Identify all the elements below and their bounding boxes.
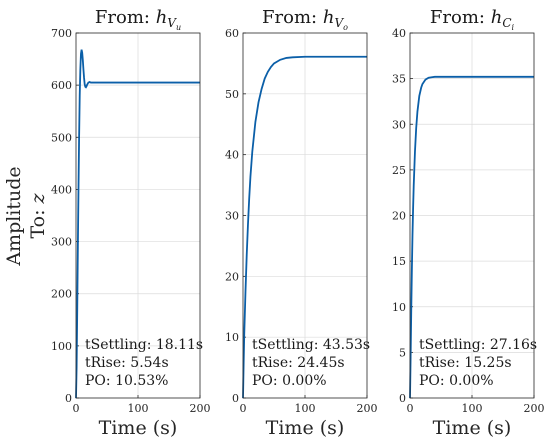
step-response-line — [409, 75, 534, 399]
annotation-text: PO: 10.53% — [85, 373, 168, 389]
x-tick-label: 0 — [407, 402, 414, 415]
y-tick-label: 20 — [392, 210, 406, 223]
subplot-from-hci: 0 5 10 15 20 25 30 35 40 0 100 200 From: hCi Time (s)… — [392, 7, 545, 439]
y-tick-label: 0 — [232, 392, 239, 405]
subplot-title-variable: h — [323, 7, 335, 28]
y-tick-label: 0 — [65, 392, 72, 405]
x-tick-label: 100 — [462, 402, 483, 415]
y-tick-label: 40 — [225, 149, 239, 162]
subplot-title: From: hVo — [262, 7, 348, 32]
y-tick-label: 100 — [51, 340, 72, 353]
y-tick-label: 30 — [392, 118, 406, 131]
subplot-title-subscript: V — [167, 16, 177, 30]
subplot-title: From: hCi — [430, 7, 515, 32]
annotation-text: tRise: 24.45s — [252, 355, 345, 371]
subplot-title-subscript: C — [502, 16, 511, 30]
y-tick-label: 300 — [51, 236, 72, 249]
y-tick-label: 60 — [225, 27, 239, 40]
y-tick-label: 0 — [399, 392, 406, 405]
subplot-title-prefix: From: — [95, 7, 156, 28]
annotation-text: tSettling: 27.16s — [419, 337, 537, 353]
y-axis-label: Amplitude To: z — [3, 166, 49, 266]
y-axis-label-output-prefix: To: — [27, 203, 49, 238]
y-tick-label: 35 — [392, 73, 406, 86]
y-tick-label: 200 — [51, 288, 72, 301]
subplot-title-subscript: V — [334, 16, 344, 30]
y-tick-label: 5 — [399, 346, 406, 359]
x-axis-label: Time (s) — [433, 417, 512, 439]
axes-frame — [242, 32, 368, 399]
y-tick-label: 40 — [392, 27, 406, 40]
annotation-text: PO: 0.00% — [419, 373, 494, 389]
annotation-text: tSettling: 18.11s — [85, 337, 203, 353]
x-tick-label: 200 — [357, 402, 378, 415]
subplot-title-prefix: From: — [262, 7, 323, 28]
y-tick-label: 400 — [51, 183, 72, 196]
annotation-text: tRise: 5.54s — [85, 355, 169, 371]
subplot-title: From: hVu — [95, 7, 181, 32]
subplot-from-hvu: 0 100 200 300 400 500 600 700 0 100 200 From: hVu Ti… — [51, 7, 211, 439]
y-axis-label-output-variable: z — [27, 192, 49, 204]
x-tick-label: 100 — [295, 402, 316, 415]
subplot-title-variable: h — [156, 7, 168, 28]
annotation-text: tSettling: 43.53s — [252, 337, 370, 353]
y-tick-label: 30 — [225, 210, 239, 223]
x-tick-label: 0 — [240, 402, 247, 415]
x-tick-label: 100 — [128, 402, 149, 415]
step-response-line — [75, 49, 200, 399]
annotation-text: PO: 0.00% — [252, 373, 327, 389]
subplot-title-prefix: From: — [430, 7, 491, 28]
y-tick-label: 25 — [392, 164, 406, 177]
y-axis-label-amplitude: Amplitude — [3, 166, 25, 266]
y-tick-label: 500 — [51, 131, 72, 144]
subplot-title-subsubscript: u — [176, 23, 181, 32]
y-tick-label: 20 — [225, 270, 239, 283]
x-tick-label: 200 — [524, 402, 545, 415]
y-tick-label: 50 — [225, 88, 239, 101]
subplot-from-hvo: 0 10 20 30 40 50 60 0 100 200 From: hVo Time (s) tSe… — [225, 7, 378, 439]
x-tick-label: 0 — [73, 402, 80, 415]
y-tick-label: 600 — [51, 79, 72, 92]
step-response-line — [242, 55, 367, 399]
y-tick-label: 10 — [392, 301, 406, 314]
axes-frame — [409, 32, 535, 399]
y-axis-label-output: To: z — [27, 192, 49, 238]
subplot-title-subsubscript: i — [512, 23, 515, 32]
y-tick-label: 10 — [225, 331, 239, 344]
subplot-title-variable: h — [491, 7, 503, 28]
y-tick-label: 15 — [392, 255, 406, 268]
x-axis-label: Time (s) — [99, 417, 178, 439]
subplot-title-subsubscript: o — [343, 23, 348, 32]
annotation-text: tRise: 15.25s — [419, 355, 512, 371]
axes-frame — [75, 32, 201, 399]
y-tick-label: 700 — [51, 27, 72, 40]
x-tick-label: 200 — [190, 402, 211, 415]
x-axis-label: Time (s) — [266, 417, 345, 439]
